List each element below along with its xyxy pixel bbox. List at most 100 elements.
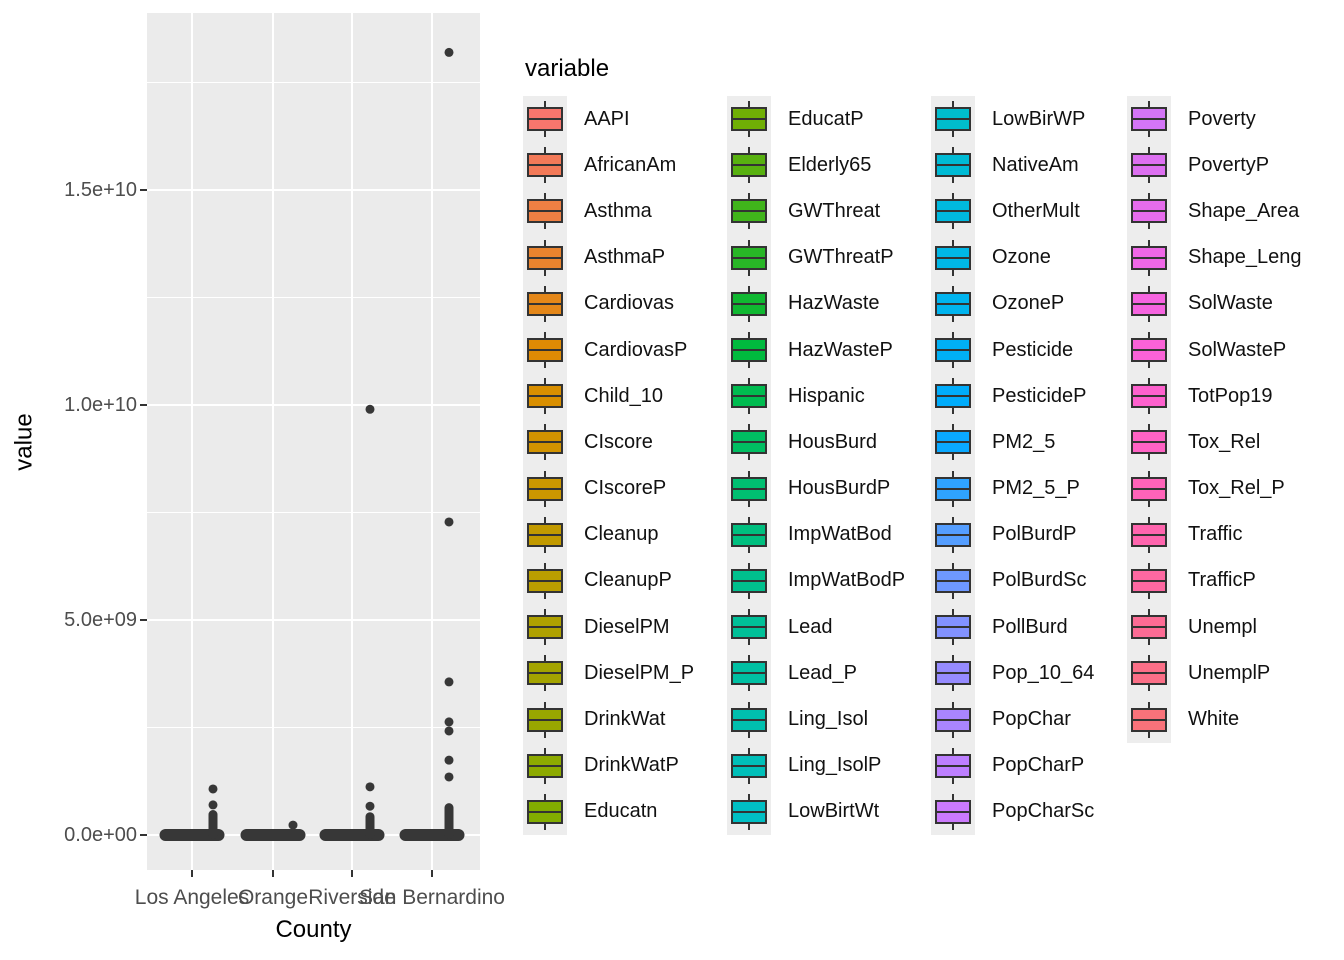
legend-key-boxplot-glyph — [523, 511, 567, 558]
legend-entry-label: CleanupP — [584, 569, 672, 592]
major-gridline — [147, 619, 480, 621]
legend-key-boxplot-glyph — [1127, 96, 1171, 143]
y-tick-label: 0.0e+00 — [64, 824, 137, 846]
legend-key-boxplot-glyph — [727, 650, 771, 697]
legend-entry-label: EducatP — [788, 107, 864, 130]
legend-key-boxplot-glyph — [523, 188, 567, 235]
y-tick-mark — [140, 834, 147, 836]
boxplot-glyph-icon — [731, 655, 767, 692]
legend-key-boxplot-glyph — [931, 465, 975, 512]
outlier-stack — [444, 803, 454, 839]
legend-entry: LowBirtWt — [727, 788, 905, 835]
legend-entry: UnemplP — [1127, 650, 1301, 697]
legend-key-boxplot-glyph — [523, 234, 567, 281]
boxplot-glyph-icon — [527, 147, 563, 184]
legend-entry-label: HousBurd — [788, 430, 877, 453]
legend-entry: SolWasteP — [1127, 326, 1301, 374]
collapsed-boxplots-bar — [240, 829, 306, 841]
x-axis-title: County — [275, 916, 352, 943]
minor-gridline — [147, 512, 480, 513]
legend-entry-label: SolWasteP — [1188, 338, 1287, 361]
legend-key-boxplot-glyph — [727, 373, 771, 420]
legend-key-boxplot-glyph — [523, 280, 567, 327]
boxplot-glyph-icon — [935, 378, 971, 415]
y-tick-mark — [140, 404, 147, 406]
legend-entry-label: GWThreat — [788, 199, 881, 222]
legend-entry: PesticideP — [931, 373, 1094, 420]
legend-key-boxplot-glyph — [727, 742, 771, 789]
legend-entry-label: Shape_Area — [1188, 199, 1300, 222]
legend-key-boxplot-glyph — [727, 557, 771, 605]
outlier-point — [208, 800, 218, 810]
boxplot-glyph-icon — [1131, 655, 1167, 692]
legend-entry: AfricanAm — [523, 142, 694, 189]
legend-entry: CardiovasP — [523, 326, 694, 374]
legend-entry: PopChar — [931, 696, 1094, 743]
legend-key-boxplot-glyph — [523, 419, 567, 466]
legend-entry-label: Shape_Leng — [1188, 246, 1302, 269]
legend-entry: Ling_Isol — [727, 696, 905, 743]
legend-key-boxplot-glyph — [1127, 234, 1171, 281]
legend-entry: OzoneP — [931, 280, 1094, 327]
legend-entry-label: TrafficP — [1188, 569, 1256, 592]
legend-entry: Pesticide — [931, 326, 1094, 374]
legend-entry: PovertyP — [1127, 142, 1301, 189]
legend-entry: Pop_10_64 — [931, 650, 1094, 697]
legend-key-boxplot-glyph — [727, 96, 771, 143]
legend-entry-label: CIscore — [584, 430, 653, 453]
legend-entry-label: Tox_Rel — [1188, 430, 1261, 453]
legend-entry: PM2_5 — [931, 419, 1094, 466]
legend-column: EducatP Elderly65 GWThreat GWThreatP HazWast… — [727, 96, 905, 835]
major-gridline-vertical — [272, 13, 274, 870]
boxplot-glyph-icon — [935, 470, 971, 507]
boxplot-glyph-icon — [935, 147, 971, 184]
legend-entry: Lead — [727, 604, 905, 651]
legend-key-boxplot-glyph — [523, 650, 567, 697]
boxplot-glyph-icon — [731, 193, 767, 230]
legend-entry-label: HazWaste — [788, 292, 880, 315]
legend-entry-label: AsthmaP — [584, 246, 666, 269]
boxplot-glyph-icon — [527, 239, 563, 276]
boxplot-glyph-icon — [935, 239, 971, 276]
plot-panel-graphics — [147, 13, 480, 870]
boxplot-glyph-icon — [731, 239, 767, 276]
legend-entry-label: OzoneP — [992, 292, 1065, 315]
legend-key-boxplot-glyph — [523, 696, 567, 743]
x-tick-label: Los Angeles — [134, 886, 250, 909]
legend-entry: Traffic — [1127, 511, 1301, 558]
legend-key-boxplot-glyph — [727, 419, 771, 466]
legend-entry-label: Cardiovas — [584, 292, 675, 315]
legend-entry-label: PM2_5 — [992, 430, 1056, 453]
boxplot-glyph-icon — [731, 516, 767, 553]
legend-key-boxplot-glyph — [931, 557, 975, 605]
boxplot-glyph-icon — [731, 609, 767, 646]
legend-entry: Cleanup — [523, 511, 694, 558]
boxplot-glyph-icon — [1131, 609, 1167, 646]
outlier-point — [444, 726, 454, 736]
legend-entry: AsthmaP — [523, 234, 694, 281]
legend-entry: Shape_Area — [1127, 188, 1301, 235]
legend-entry-label: White — [1188, 708, 1240, 731]
legend-entry-label: Tox_Rel_P — [1188, 477, 1285, 500]
boxplot-glyph-icon — [935, 332, 971, 369]
legend-key-boxplot-glyph — [1127, 511, 1171, 558]
boxplot-glyph-icon — [1131, 332, 1167, 369]
boxplot-glyph-icon — [731, 470, 767, 507]
boxplot-glyph-icon — [731, 147, 767, 184]
legend-entry: TotPop19 — [1127, 373, 1301, 420]
legend-column: AAPI AfricanAm Asthma AsthmaP Cardiovas Cardi… — [523, 96, 694, 835]
legend-key-boxplot-glyph — [523, 788, 567, 835]
plot-panel — [147, 13, 480, 870]
legend-key-boxplot-glyph — [727, 234, 771, 281]
legend-entry-label: ImpWatBodP — [788, 569, 906, 592]
major-gridline-vertical — [351, 13, 353, 870]
legend-entry: Tox_Rel_P — [1127, 465, 1301, 512]
legend-entry: LowBirWP — [931, 96, 1094, 143]
boxplot-glyph-icon — [527, 516, 563, 553]
legend-key-boxplot-glyph — [523, 96, 567, 143]
x-tick-mark — [431, 870, 433, 877]
legend-key-boxplot-glyph — [1127, 373, 1171, 420]
legend-entry-label: Hispanic — [788, 384, 865, 407]
legend-entry-label: CIscoreP — [584, 477, 667, 500]
legend-key-boxplot-glyph — [931, 234, 975, 281]
